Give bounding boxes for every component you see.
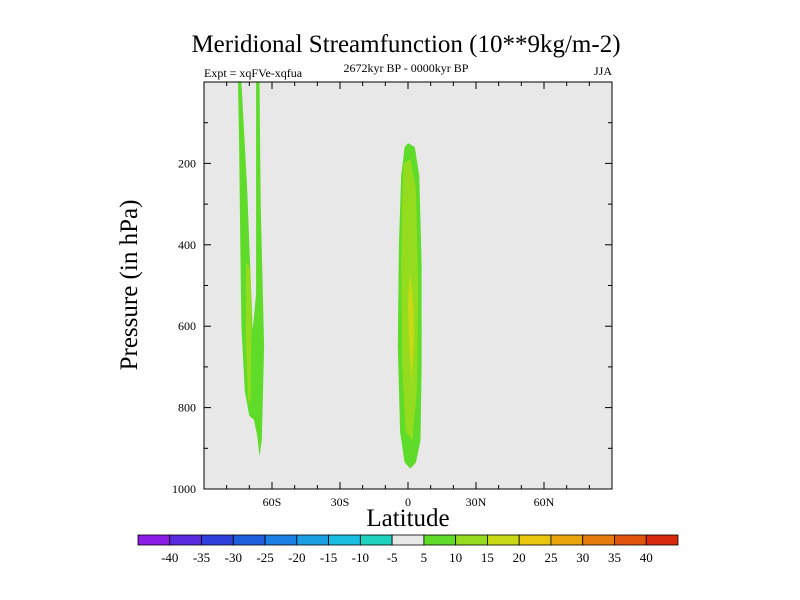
colorbar-label: -35	[193, 550, 210, 565]
x-tick-label: 0	[405, 495, 411, 509]
y-tick-label: 600	[178, 319, 196, 333]
y-tick-label: 200	[178, 156, 196, 170]
colorbar-swatch	[423, 534, 457, 546]
season-label: JJA	[594, 64, 612, 78]
colorbar-label: -30	[225, 550, 242, 565]
colorbar-swatch	[328, 534, 361, 546]
x-tick-label: 30S	[331, 495, 350, 509]
colorbar-label: 20	[513, 550, 526, 565]
sh-polar-stronger-core	[245, 261, 252, 404]
colorbar-swatch	[137, 534, 171, 546]
colorbar-swatch	[582, 534, 615, 546]
x-axis-title: Latitude	[366, 505, 449, 532]
colorbar-label: 15	[481, 550, 494, 565]
sh-midlatitude-negative-cell	[286, 242, 306, 424]
colorbar-label: 25	[544, 550, 557, 565]
colorbar: -40 -35 -30 -25 -20 -15 -10 -5 5 10 15 20 25 30 35 40	[137, 534, 679, 565]
colorbar-swatch	[232, 534, 266, 546]
colorbar-swatch	[359, 534, 393, 546]
colorbar-swatch	[455, 534, 488, 546]
colorbar-label: -40	[161, 550, 178, 565]
colorbar-label: -10	[352, 550, 369, 565]
colorbar-label: 5	[421, 550, 428, 565]
colorbar-label: -25	[256, 550, 273, 565]
y-tick-label: 400	[178, 238, 196, 252]
colorbar-swatch	[487, 534, 520, 546]
colorbar-label: 35	[608, 550, 621, 565]
nh-subtropical-negative-cell	[459, 187, 473, 412]
y-axis-title: Pressure (in hPa)	[116, 200, 143, 371]
colorbar-swatch	[645, 534, 679, 546]
chart-title: Meridional Streamfunction (10**9kg/m-2)	[191, 31, 620, 58]
colorbar-swatch	[614, 534, 647, 546]
colorbar-swatch	[201, 534, 234, 546]
experiment-label: Expt = xqFVe-xqfua	[204, 66, 303, 80]
x-tick-label: 60S	[263, 495, 282, 509]
x-tick-label: 60N	[534, 495, 555, 509]
colorbar-swatch	[518, 534, 552, 546]
y-axis: 200 400 600 800 1000	[172, 122, 612, 496]
colorbar-label: -15	[320, 550, 337, 565]
y-tick-label: 800	[178, 401, 196, 415]
contour-regions	[238, 82, 473, 469]
sh-subtropical-small-cell	[343, 375, 351, 416]
sh-polar-positive-band	[238, 82, 265, 457]
x-tick-label: 30N	[466, 495, 487, 509]
colorbar-swatch	[169, 534, 202, 546]
colorbar-swatch	[550, 534, 584, 546]
colorbar-swatch	[391, 534, 425, 546]
colorbar-swatch	[264, 534, 298, 546]
colorbar-label: 10	[449, 550, 462, 565]
colorbar-swatch	[296, 534, 329, 546]
colorbar-label: 30	[576, 550, 589, 565]
y-tick-label: 1000	[172, 482, 196, 496]
hadley-peak-core	[408, 273, 414, 380]
period-label: 2672kyr BP - 0000kyr BP	[344, 61, 469, 75]
x-axis: 60S 30S 0 30N 60N	[203, 82, 613, 509]
colorbar-label: -5	[387, 550, 398, 565]
colorbar-label: -20	[288, 550, 305, 565]
colorbar-label: 40	[640, 550, 653, 565]
